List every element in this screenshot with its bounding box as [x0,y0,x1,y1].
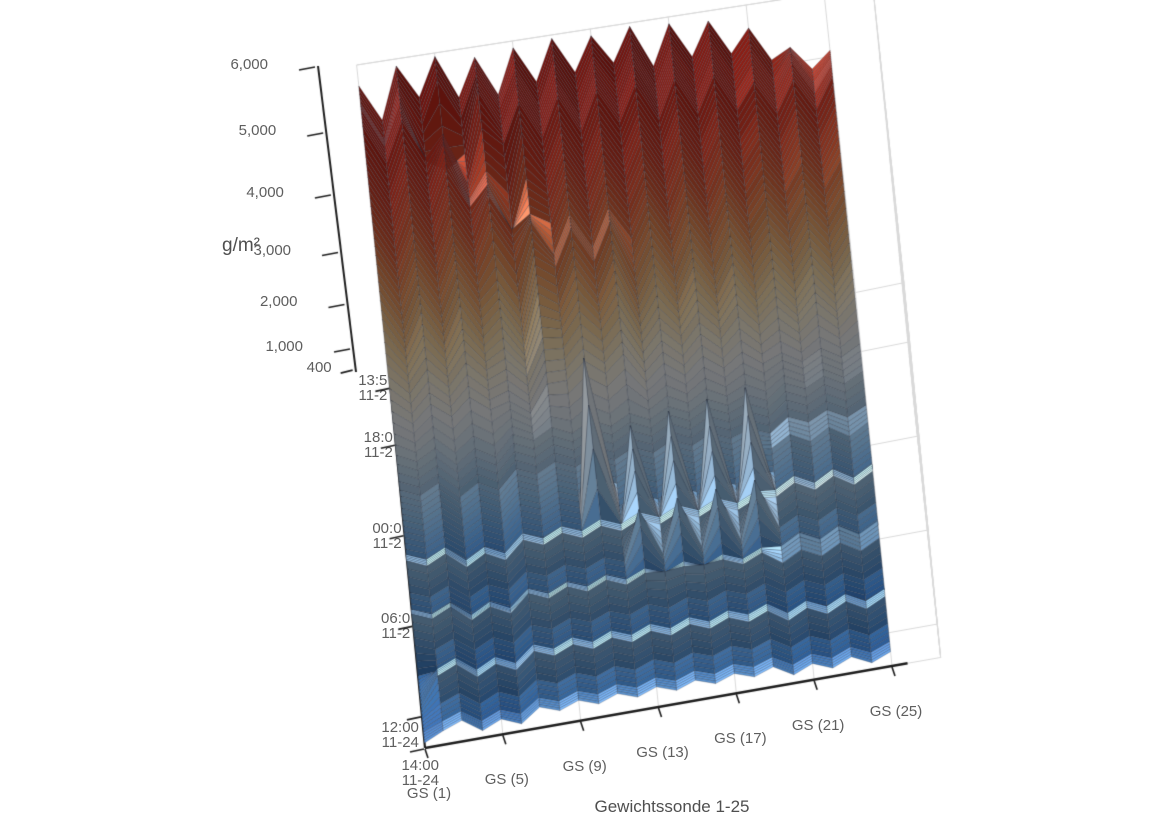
surface-plot-canvas[interactable] [0,0,1173,833]
surface-chart: g/m² Gewichtssonde 1-25 4001,0002,0003,0… [0,0,1173,833]
